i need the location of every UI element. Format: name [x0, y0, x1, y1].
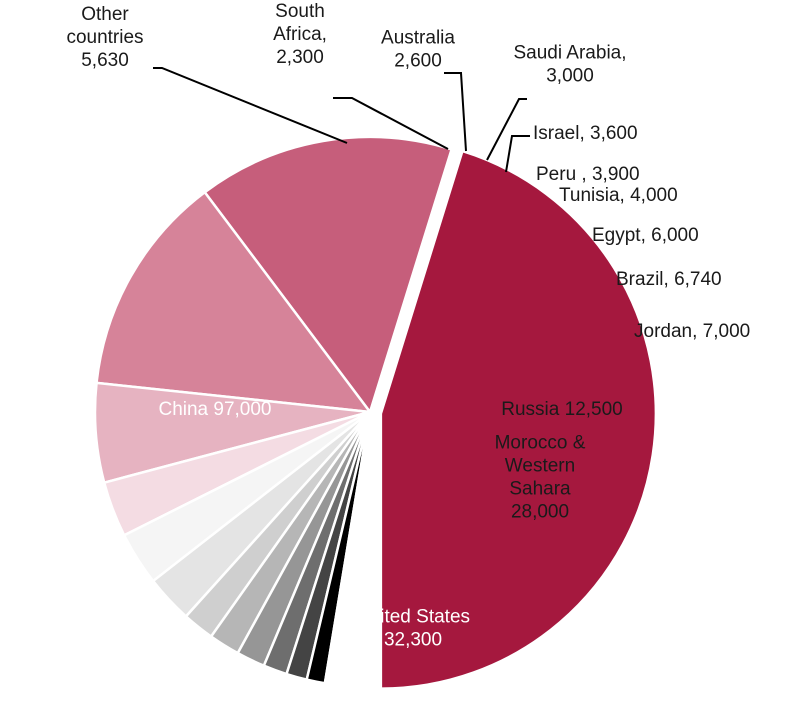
slice-label-brazil: Brazil, 6,740 [616, 269, 722, 290]
slice-label-line: Australia [381, 28, 455, 49]
slice-label-line: Tunisia, 4,000 [559, 185, 678, 206]
slice-label-line: 3,000 [546, 66, 594, 87]
slice-label-line: 2,600 [394, 51, 442, 72]
slice-label-line: Morocco & [495, 433, 586, 454]
slice-label-saudi-arabia: Saudi Arabia, 3,000 [513, 43, 626, 87]
slice-label-other-countries: Other countries 5,630 [66, 4, 143, 71]
pie-slice-morocco-western-sahara [95, 190, 372, 414]
slice-label-line: 32,300 [384, 630, 442, 651]
slice-label-peru: Peru , 3,900 [536, 164, 640, 185]
slice-label-tunisia: Tunisia, 4,000 [559, 185, 678, 206]
leader-line-saudi-arabia [486, 98, 527, 161]
pie-slice-united-states [203, 135, 453, 414]
slice-label-united-states: United States 32,300 [356, 607, 470, 651]
slice-label-line: Peru , 3,900 [536, 164, 640, 185]
slice-label-australia: Australia 2,600 [381, 28, 455, 72]
leader-line-south-africa [333, 97, 449, 150]
slice-label-morocco-western-sahara: Morocco & Western Sahara 28,000 [495, 433, 586, 523]
slice-label-line: Brazil, 6,740 [616, 269, 722, 290]
slice-label-line: Western [505, 456, 575, 477]
slice-label-jordan: Jordan, 7,000 [634, 321, 750, 342]
slice-label-line: China 97,000 [158, 399, 271, 420]
slice-label-line: Sahara [509, 479, 571, 500]
leader-line-australia [444, 72, 467, 152]
leader-line-israel [505, 135, 530, 173]
slice-label-line: 2,300 [276, 47, 324, 68]
slice-label-line: Egypt, 6,000 [592, 225, 699, 246]
slice-label-line: Russia 12,500 [501, 399, 622, 420]
slice-label-israel: Israel, 3,600 [533, 123, 638, 144]
slice-label-line: Other [81, 4, 129, 25]
pie-slice-other-countries [323, 410, 372, 689]
slice-label-line: Africa, [273, 24, 327, 45]
slice-label-line: Jordan, 7,000 [634, 321, 750, 342]
slice-label-south-africa: South Africa, 2,300 [273, 1, 327, 68]
slice-label-line: 5,630 [81, 50, 129, 71]
slice-label-russia: Russia 12,500 [501, 399, 622, 420]
slice-label-line: Israel, 3,600 [533, 123, 638, 144]
slice-label-line: countries [66, 27, 143, 48]
slice-label-line: Saudi Arabia, [513, 43, 626, 64]
slice-label-china: China 97,000 [158, 399, 271, 420]
pie-slice-china [379, 149, 658, 690]
slice-label-egypt: Egypt, 6,000 [592, 225, 699, 246]
slice-label-line: 28,000 [511, 502, 569, 523]
slice-label-line: United States [356, 607, 470, 628]
slice-label-line: South [275, 1, 325, 22]
leader-line-other-countries [153, 67, 348, 144]
